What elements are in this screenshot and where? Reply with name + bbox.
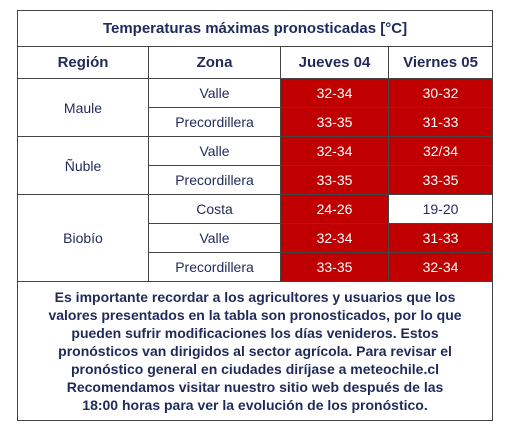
- data-row: Precordillera 33-35 32-34: [18, 252, 494, 282]
- region-cell: Biobío: [17, 194, 149, 282]
- temperature-cell: 32-34: [280, 223, 389, 253]
- header-row: Región Zona Jueves 04 Viernes 05: [17, 46, 494, 79]
- temperature-cell: 32-34: [280, 78, 389, 108]
- column-header: Jueves 04: [280, 46, 389, 79]
- data-row: Ñuble Valle 32-34 32/34: [17, 136, 494, 195]
- data-row: Precordillera 33-35 33-35: [18, 165, 494, 195]
- zone-cell: Precordillera: [148, 252, 281, 282]
- temperature-cell: 31-33: [387, 107, 494, 137]
- note-line: pronósticos van dirigidos al sector agrí…: [58, 343, 452, 359]
- region-cell: Ñuble: [17, 136, 149, 195]
- zone-cell: Costa: [148, 194, 281, 224]
- temperature-cell: 24-26: [280, 194, 389, 224]
- note-line: pueden sufrir modificaciones los días ve…: [71, 325, 439, 341]
- temperature-cell: 32/34: [387, 136, 494, 166]
- zone-cell: Valle: [148, 78, 281, 108]
- table-body: Temperaturas máximas pronosticadas [°C] R…: [16, 10, 494, 421]
- note-line: Recomendamos visitar nuestro sitio web d…: [66, 379, 444, 395]
- note-line: pronóstico general en ciudades diríjase …: [71, 361, 440, 377]
- note-row: Es importante recordar a los agricultore…: [16, 281, 494, 421]
- note-cell: Es importante recordar a los agricultore…: [16, 281, 494, 421]
- region-cell: Maule: [17, 78, 149, 137]
- note-line: 18:00 horas para ver la evolución de los…: [82, 397, 428, 413]
- temperature-cell: 32-34: [280, 136, 389, 166]
- zone-cell: Precordillera: [148, 107, 281, 137]
- temperature-cell: 33-35: [280, 165, 389, 195]
- table-title: Temperaturas máximas pronosticadas [°C]: [16, 10, 494, 47]
- column-header: Zona: [148, 46, 281, 79]
- temperature-cell: 30-32: [387, 78, 494, 108]
- zone-cell: Precordillera: [148, 165, 281, 195]
- forecast-table: Temperaturas máximas pronosticadas [°C] R…: [16, 10, 494, 421]
- temperature-cell: 31-33: [387, 223, 494, 253]
- data-row: Precordillera 33-35 31-33: [18, 107, 494, 137]
- temperature-cell: 33-35: [280, 107, 389, 137]
- data-row: Valle 32-34 31-33: [18, 223, 494, 253]
- temperature-cell: 33-35: [387, 165, 494, 195]
- title-row: Temperaturas máximas pronosticadas [°C]: [16, 10, 494, 47]
- note-line: valores presentados en la tabla son pron…: [48, 307, 462, 323]
- data-row: Maule Valle 32-34 30-32: [17, 78, 494, 137]
- zone-cell: Valle: [148, 136, 281, 166]
- temperature-cell: 33-35: [280, 252, 389, 282]
- data-row: Biobío Costa 24-26 19-20: [17, 194, 494, 282]
- column-header: Región: [17, 46, 149, 79]
- column-header: Viernes 05: [387, 46, 494, 79]
- zone-cell: Valle: [148, 223, 281, 253]
- temperature-cell: 19-20: [387, 194, 494, 224]
- note-line: Es importante recordar a los agricultore…: [54, 289, 456, 305]
- temperature-cell: 32-34: [387, 252, 494, 282]
